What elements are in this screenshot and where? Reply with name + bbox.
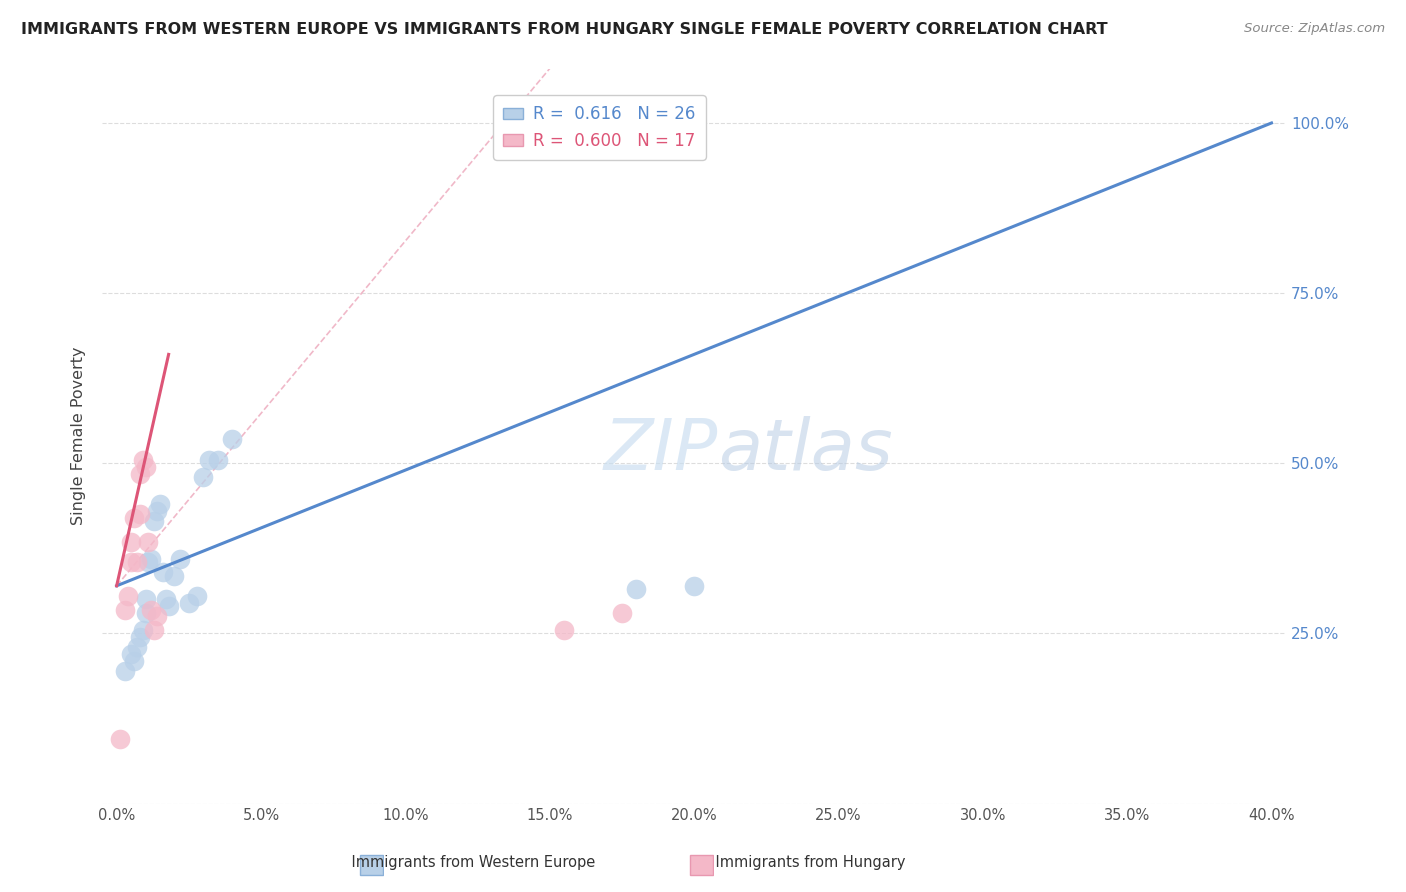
Point: [141, 602, 163, 616]
Point: [683, 579, 706, 593]
Point: [207, 453, 229, 467]
Point: [221, 433, 243, 447]
Point: [186, 589, 208, 603]
Point: [117, 589, 139, 603]
Bar: [690, 855, 713, 875]
Legend: R =  0.616   N = 26, R =  0.600   N = 17: R = 0.616 N = 26, R = 0.600 N = 17: [494, 95, 706, 160]
Y-axis label: Single Female Poverty: Single Female Poverty: [72, 347, 86, 525]
Point: [134, 606, 156, 620]
Text: IMMIGRANTS FROM WESTERN EUROPE VS IMMIGRANTS FROM HUNGARY SINGLE FEMALE POVERTY : IMMIGRANTS FROM WESTERN EUROPE VS IMMIGR…: [21, 22, 1108, 37]
Point: [120, 647, 142, 661]
Text: atlas: atlas: [717, 417, 893, 485]
Bar: [360, 855, 382, 875]
Point: [193, 470, 215, 484]
Text: Source: ZipAtlas.com: Source: ZipAtlas.com: [1244, 22, 1385, 36]
Point: [128, 508, 150, 522]
Point: [152, 565, 174, 579]
Point: [198, 453, 221, 467]
Point: [146, 609, 169, 624]
Point: [155, 592, 177, 607]
Point: [131, 453, 153, 467]
Point: [149, 497, 172, 511]
Point: [120, 555, 142, 569]
Point: [114, 602, 136, 616]
Point: [177, 596, 200, 610]
Point: [122, 510, 145, 524]
Point: [169, 551, 191, 566]
Point: [114, 664, 136, 678]
Text: ZIP: ZIP: [603, 417, 717, 485]
Point: [122, 654, 145, 668]
Point: [128, 630, 150, 644]
Point: [610, 606, 633, 620]
Point: [125, 640, 148, 654]
Point: [143, 514, 166, 528]
Point: [108, 731, 131, 746]
Text: Immigrants from Western Europe: Immigrants from Western Europe: [333, 855, 595, 870]
Point: [138, 534, 160, 549]
Point: [120, 534, 142, 549]
Point: [131, 623, 153, 637]
Point: [141, 551, 163, 566]
Point: [163, 568, 186, 582]
Point: [128, 467, 150, 481]
Point: [146, 504, 169, 518]
Point: [626, 582, 648, 597]
Point: [134, 459, 156, 474]
Point: [143, 623, 166, 637]
Point: [138, 555, 160, 569]
Point: [157, 599, 180, 614]
Point: [134, 592, 156, 607]
Text: Immigrants from Hungary: Immigrants from Hungary: [697, 855, 905, 870]
Point: [125, 555, 148, 569]
Point: [553, 623, 575, 637]
